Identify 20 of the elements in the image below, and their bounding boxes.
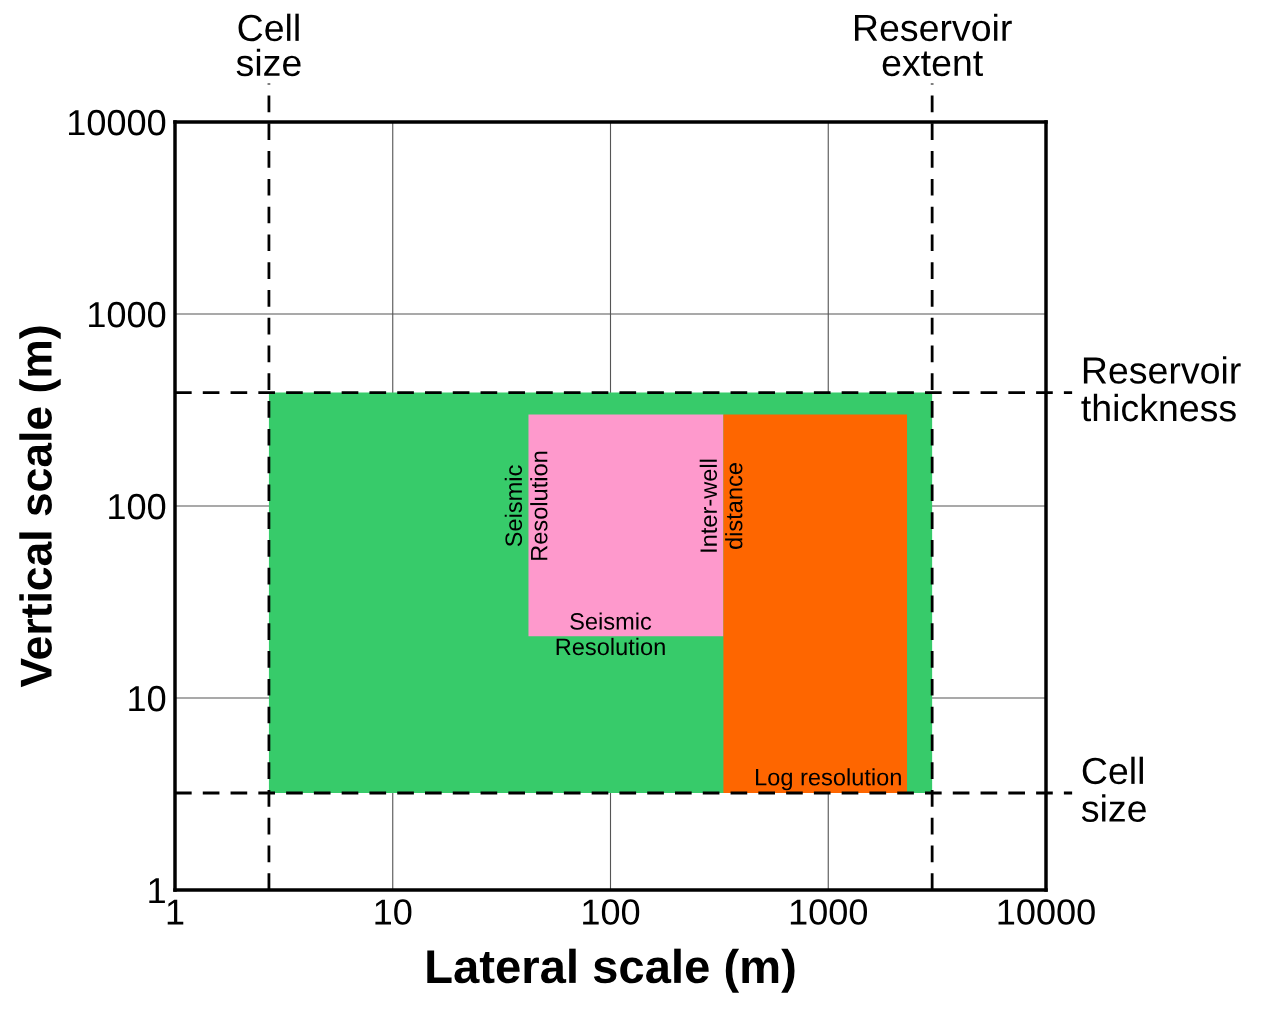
x-tick-label: 10000 [998,899,1095,925]
ref-line-label: Cell size [1081,756,1146,822]
x-tick-label: 1 [167,899,184,925]
annotation: Seismic Resolution [556,612,665,656]
y-tick-label: 10000 [69,109,166,136]
y-tick-label: 100 [109,493,166,520]
x-tick-label: 1000 [790,899,868,925]
x-tick-label: 100 [583,899,640,925]
annotation: Seismic Resolution [504,451,548,560]
x-tick-label: 10 [375,899,412,925]
annotation: Log resolution [756,768,901,791]
y-tick-label: 1000 [89,301,166,328]
x-axis-title: Lateral scale (m) [427,948,795,993]
ref-line-label: Cell size [236,13,301,77]
y-tick-label: 1 [149,878,165,904]
ref-line-label: Reservoir extent [855,13,1012,77]
ref-line-label: Reservoir thickness [1081,356,1241,422]
y-axis-title: Vertical scale (m) [19,326,61,688]
y-tick-label: 10 [129,685,166,712]
annotation: Inter-well distance [699,459,743,552]
